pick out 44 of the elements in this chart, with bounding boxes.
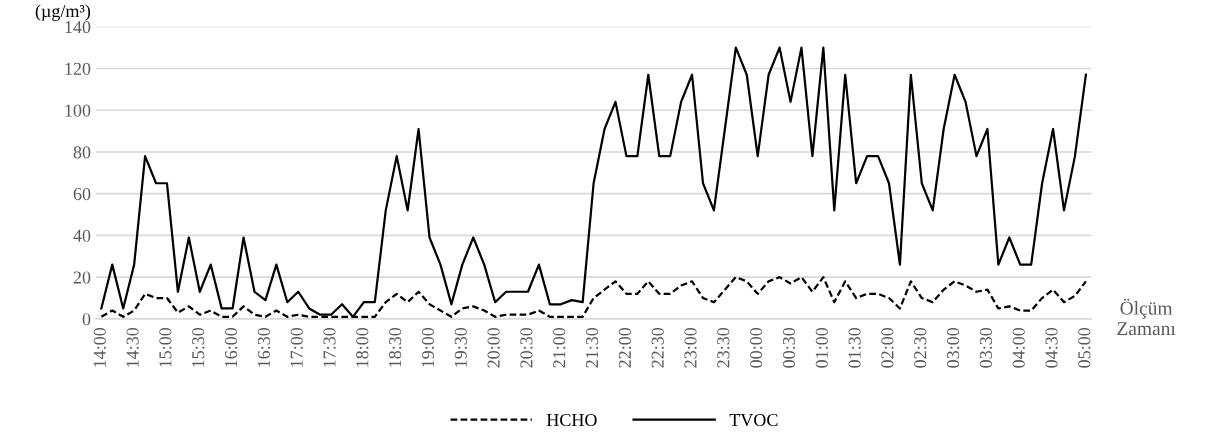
x-tick-label: 23:00: [684, 327, 697, 368]
x-tick-label: 04:00: [1012, 327, 1025, 368]
x-tick-label: 05:00: [1078, 327, 1091, 368]
x-tick-label: 14:30: [126, 327, 139, 367]
x-tick-label: 03:00: [946, 327, 960, 368]
x-tick-label: 01:00: [815, 327, 828, 368]
x-axis-title: Ölçüm Zamanı: [1117, 298, 1176, 336]
x-tick-label: 20:30: [520, 327, 533, 368]
x-tick-label: 00:00: [750, 327, 763, 368]
x-tick-label: 14:00: [93, 327, 106, 367]
x-tick-label: 18:00: [356, 327, 369, 367]
x-tick-label: 16:00: [224, 327, 238, 367]
y-tick-label: 60: [73, 187, 91, 201]
x-tick-label: 02:30: [914, 327, 927, 368]
y-tick-label: 40: [73, 229, 91, 242]
legend-label: HCHO: [546, 413, 597, 427]
x-tick-label: 17:00: [290, 327, 303, 367]
y-tick-label: 140: [65, 21, 91, 34]
y-axis-title: (µg/m³): [35, 4, 91, 21]
x-tick-label: 04:30: [1045, 327, 1058, 368]
x-tick-label: 01:30: [848, 327, 861, 368]
x-tick-label: 00:30: [782, 327, 796, 368]
legend-label: TVOC: [729, 413, 778, 427]
y-tick-label: 120: [65, 62, 91, 75]
line-series: [100, 46, 1087, 318]
y-tick-label: 0: [82, 313, 91, 326]
x-tick-label: 23:30: [717, 327, 730, 368]
x-tick-label: 17:30: [323, 327, 336, 367]
x-tick-label: 22:30: [651, 327, 664, 368]
x-tick-label: 22:00: [618, 327, 632, 368]
y-tick-label: 20: [73, 271, 91, 284]
x-tick-label: 02:00: [881, 327, 894, 368]
x-tick-label: 19:00: [421, 327, 435, 367]
x-tick-label: 15:00: [159, 327, 172, 367]
x-tick-label: 21:00: [553, 327, 566, 368]
x-tick-label: 15:30: [192, 327, 205, 367]
x-tick-label: 16:30: [257, 327, 271, 367]
x-tick-label: 19:30: [454, 327, 467, 367]
x-tick-label: 18:30: [389, 327, 402, 367]
x-tick-label: 21:30: [585, 327, 599, 368]
x-tick-label: 03:30: [979, 327, 993, 368]
y-tick-label: 80: [73, 146, 91, 159]
y-tick-label: 100: [65, 104, 91, 117]
x-tick-label: 20:00: [487, 327, 500, 368]
